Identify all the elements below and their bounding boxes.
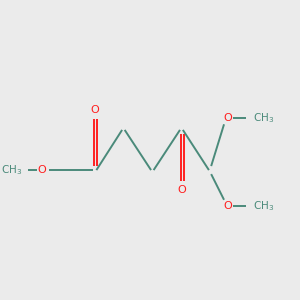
Text: O: O (177, 185, 186, 195)
Text: O: O (37, 165, 46, 175)
Text: O: O (224, 113, 232, 123)
Text: O: O (90, 105, 99, 115)
Text: O: O (224, 201, 232, 211)
Text: CH$_3$: CH$_3$ (1, 163, 22, 177)
Text: CH$_3$: CH$_3$ (253, 199, 274, 213)
Text: CH$_3$: CH$_3$ (253, 111, 274, 125)
